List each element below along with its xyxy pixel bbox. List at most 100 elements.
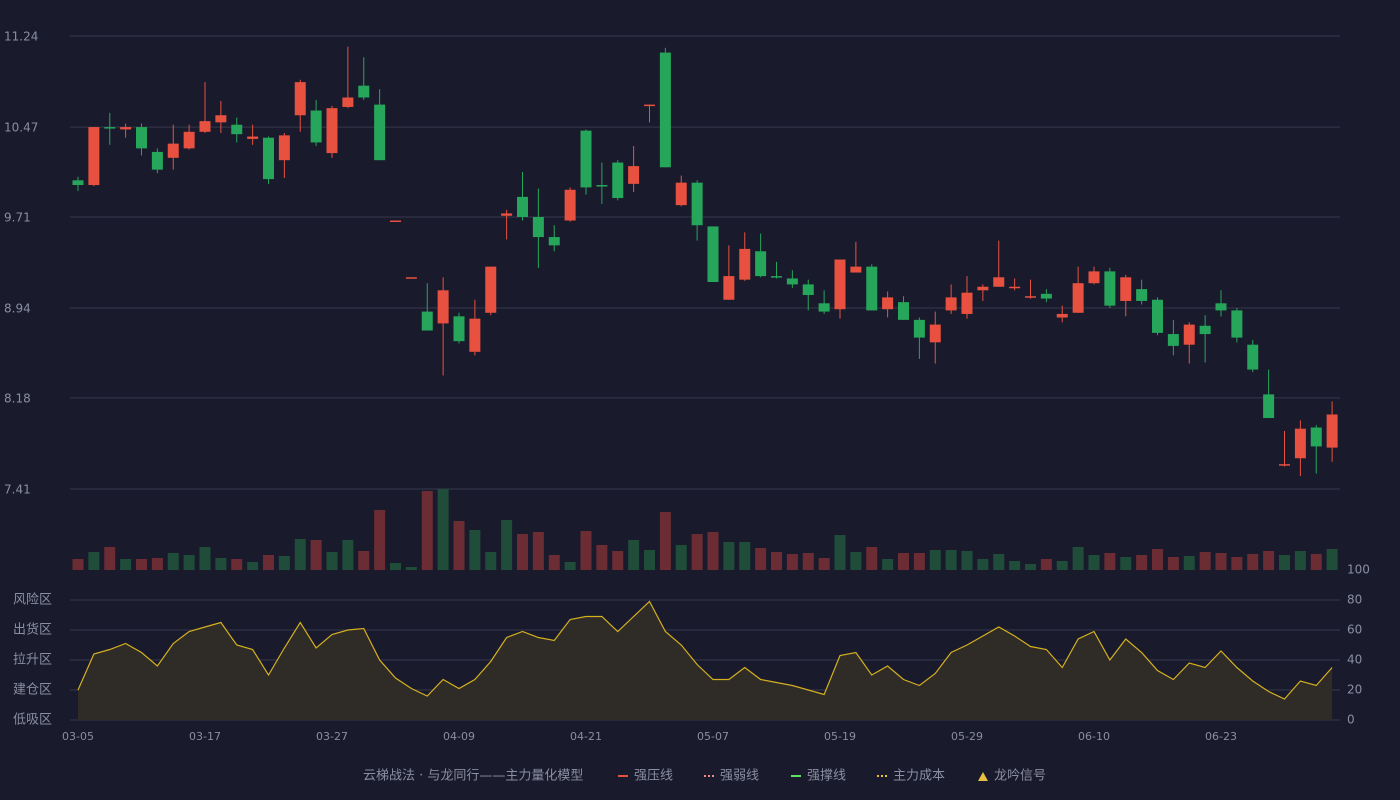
volume-bar — [612, 551, 624, 570]
volume-bar — [1231, 557, 1243, 570]
legend-title: 云梯战法 · 与龙同行——主力量化模型 — [363, 769, 583, 784]
volume-bar — [1247, 554, 1259, 570]
volume-bar — [374, 510, 386, 570]
candle-body — [1009, 286, 1021, 289]
volume-bar — [596, 545, 608, 570]
volume-bar — [1152, 549, 1163, 570]
volume-bar — [326, 552, 338, 570]
volume-bar — [278, 556, 290, 570]
y-tick-label: 100 — [1347, 563, 1370, 577]
candle-body — [1183, 324, 1195, 345]
y-tick-label: 0 — [1347, 713, 1355, 727]
candle-body — [390, 220, 401, 223]
volume-bar — [929, 550, 941, 570]
volume-bar — [1183, 556, 1195, 570]
candle-body — [612, 162, 624, 199]
candle-body — [596, 185, 608, 187]
x-tick-label: 04-09 — [443, 730, 475, 743]
candle-body — [517, 196, 528, 217]
candle-body — [1072, 283, 1084, 313]
candle-body — [866, 266, 878, 311]
volume-bar — [485, 552, 497, 570]
volume-bar — [437, 489, 449, 570]
volume-bar — [231, 559, 243, 570]
volume-bar — [802, 553, 814, 570]
candle-body — [691, 182, 703, 226]
candle-body — [1263, 394, 1275, 419]
candle-body — [294, 82, 306, 116]
volume-bar — [850, 552, 862, 570]
candle-body — [898, 302, 909, 320]
volume-bar — [421, 491, 433, 570]
volume-bar — [707, 532, 719, 570]
x-tick-label: 05-29 — [951, 730, 983, 743]
x-tick-label: 06-10 — [1078, 730, 1110, 743]
candle-body — [1088, 271, 1100, 284]
volume-bar — [1310, 554, 1322, 570]
candle-body — [247, 136, 259, 139]
volume-bar — [1294, 551, 1306, 570]
candle-body — [199, 121, 211, 132]
volume-bar — [167, 553, 179, 570]
candle-body — [1310, 427, 1322, 447]
candle-body — [802, 284, 814, 296]
volume-bar — [993, 554, 1005, 570]
volume-bar — [88, 552, 100, 570]
volume-bar — [1215, 553, 1227, 570]
volume-bar — [104, 547, 116, 570]
volume-bar — [977, 559, 989, 570]
y-tick-label: 80 — [1347, 593, 1362, 607]
candle-body — [1326, 414, 1338, 448]
volume-bar — [866, 547, 878, 570]
candle-body — [405, 277, 417, 279]
x-tick-label: 05-07 — [697, 730, 729, 743]
volume-bar — [120, 559, 132, 570]
candle-body — [1294, 428, 1306, 459]
volume-bar — [310, 540, 322, 570]
candle-body — [501, 213, 513, 216]
y-tick-label: 10.47 — [4, 121, 38, 135]
volume-bar — [294, 539, 306, 570]
candle-body — [231, 124, 243, 135]
volume-bar — [1136, 555, 1148, 570]
candle-body — [88, 127, 100, 186]
legend-swatch — [978, 772, 988, 781]
candle-body — [167, 143, 179, 158]
volume-bar — [580, 531, 592, 570]
candle-body — [675, 182, 687, 206]
y-tick-label: 8.18 — [4, 391, 31, 405]
zone-label: 出货区 — [13, 622, 52, 638]
volume-bar — [215, 558, 227, 570]
legend-item: 龙吟信号 — [994, 768, 1046, 784]
volume-bar — [1279, 555, 1290, 570]
candle-body — [1040, 293, 1052, 299]
volume-bar — [691, 534, 703, 570]
candle-body — [1231, 310, 1243, 338]
volume-bar — [358, 551, 370, 570]
legend-item: 强撑线 — [807, 769, 846, 784]
volume-bar — [390, 563, 401, 570]
candle-body — [1120, 277, 1132, 301]
zone-label: 风险区 — [13, 593, 52, 608]
volume-bar — [898, 553, 909, 570]
x-tick-label: 03-27 — [316, 730, 348, 743]
candle-body — [850, 266, 862, 273]
candle-body — [1279, 464, 1290, 466]
volume-bar — [532, 532, 544, 570]
candle-body — [755, 251, 767, 277]
candle-body — [786, 278, 798, 285]
area-fill — [78, 601, 1333, 720]
candle-body — [183, 131, 195, 149]
candle-body — [1215, 303, 1227, 311]
candle-body — [834, 259, 846, 310]
legend-item: 强压线 — [634, 769, 673, 784]
volume-bar — [1072, 547, 1084, 570]
volume-bar — [882, 559, 894, 570]
x-tick-label: 03-17 — [189, 730, 221, 743]
volume-bar — [628, 540, 640, 570]
candle-body — [342, 97, 354, 107]
candle-body — [358, 85, 370, 98]
x-tick-label: 06-23 — [1205, 730, 1237, 743]
candle-body — [707, 226, 719, 283]
volume-bar — [1104, 553, 1116, 570]
